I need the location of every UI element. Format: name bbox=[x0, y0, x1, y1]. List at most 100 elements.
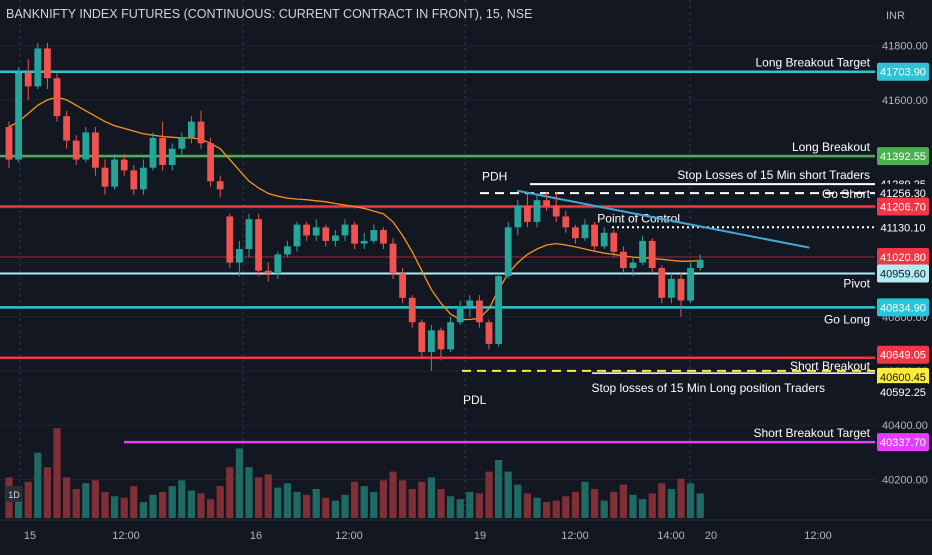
currency-label: INR bbox=[886, 10, 905, 22]
volume-bar bbox=[43, 467, 51, 518]
candle-body bbox=[63, 116, 70, 141]
volume-bar bbox=[331, 500, 339, 518]
candle bbox=[82, 127, 90, 163]
level-label-10: Short Breakout bbox=[790, 359, 871, 373]
candle-body bbox=[226, 216, 234, 263]
candle-body bbox=[303, 224, 310, 236]
volume-bar bbox=[15, 486, 23, 518]
price-tick-1: 41600.00 bbox=[882, 95, 928, 107]
candle-body bbox=[111, 159, 118, 187]
candle-body bbox=[72, 140, 80, 160]
candle bbox=[437, 327, 445, 361]
candle bbox=[245, 213, 253, 258]
candle bbox=[543, 192, 550, 212]
volume-bar bbox=[63, 477, 71, 518]
volume-bar bbox=[379, 480, 387, 518]
candle-body bbox=[639, 240, 646, 263]
time-tick-7: 20 bbox=[705, 530, 717, 542]
volume-bar bbox=[389, 471, 397, 518]
price-badge-10: 40600.45 bbox=[880, 372, 926, 384]
price-badge-5: 41130.10 bbox=[880, 222, 925, 234]
volume-bar bbox=[504, 471, 512, 518]
candle-body bbox=[34, 48, 42, 87]
price-badge-bg-10 bbox=[877, 367, 929, 386]
candle bbox=[255, 213, 262, 277]
candle-body bbox=[677, 278, 685, 301]
candle bbox=[322, 224, 330, 247]
annotation-pdl: PDL bbox=[463, 393, 487, 407]
volume-bar bbox=[187, 490, 195, 518]
candle-body bbox=[24, 72, 32, 87]
candle bbox=[495, 273, 502, 347]
candle-body bbox=[620, 251, 627, 268]
volume-bar bbox=[264, 474, 272, 518]
volume-bar bbox=[562, 496, 570, 518]
candle bbox=[24, 59, 32, 100]
volume-bar bbox=[139, 502, 147, 518]
price-badge-bg-8 bbox=[877, 298, 929, 317]
volume-bar bbox=[399, 480, 407, 518]
candle bbox=[226, 213, 234, 268]
candle bbox=[120, 154, 128, 176]
candle bbox=[572, 224, 579, 244]
volume-bar bbox=[591, 489, 599, 518]
volume-bar bbox=[418, 481, 426, 518]
volume-bar bbox=[485, 471, 493, 518]
volume-bar bbox=[667, 489, 675, 518]
candle bbox=[360, 232, 368, 250]
candle-body bbox=[418, 322, 426, 353]
level-label-1: Long Breakout bbox=[792, 140, 871, 154]
candle-body bbox=[552, 205, 560, 217]
candle bbox=[389, 238, 397, 279]
candle bbox=[53, 72, 61, 122]
candle-body bbox=[53, 78, 61, 117]
candle-body bbox=[15, 72, 22, 160]
volume-bar bbox=[24, 481, 32, 518]
candle bbox=[658, 265, 666, 304]
candle bbox=[159, 121, 166, 171]
candle bbox=[591, 221, 598, 252]
candle-body bbox=[572, 227, 579, 239]
price-badge-bg-11 bbox=[877, 383, 929, 402]
candle-body bbox=[447, 322, 454, 350]
volume-bar bbox=[543, 502, 551, 518]
candle-body bbox=[533, 200, 541, 222]
candle bbox=[332, 230, 339, 247]
candle bbox=[236, 240, 243, 277]
level-label-0: Long Breakout Target bbox=[755, 56, 870, 70]
volume-bar bbox=[197, 493, 205, 518]
volume-bar bbox=[639, 499, 647, 518]
volume-bar bbox=[120, 497, 128, 518]
volume-bar bbox=[658, 483, 666, 518]
candle-body bbox=[658, 268, 666, 298]
candle bbox=[639, 235, 646, 266]
price-badge-bg-1 bbox=[877, 147, 929, 166]
volume-bar bbox=[408, 489, 416, 518]
time-tick-2: 16 bbox=[250, 530, 262, 542]
candle bbox=[504, 221, 512, 279]
volume-bar bbox=[72, 489, 80, 518]
time-tick-1: 12:00 bbox=[112, 530, 140, 542]
candle bbox=[533, 194, 541, 228]
price-badge-bg-0 bbox=[877, 62, 929, 81]
price-badge-1: 41392.55 bbox=[880, 151, 926, 163]
candle bbox=[581, 219, 589, 241]
candle-body bbox=[600, 232, 608, 247]
candle-body bbox=[188, 121, 195, 138]
candle-body bbox=[293, 224, 301, 247]
candle bbox=[130, 164, 138, 195]
candle-body bbox=[207, 143, 214, 182]
candle-body bbox=[380, 230, 387, 244]
volume-bar bbox=[552, 500, 560, 518]
candle-body bbox=[197, 121, 205, 144]
candle-body bbox=[581, 224, 589, 239]
volume-bar bbox=[245, 467, 253, 518]
candle bbox=[207, 137, 214, 187]
volume-bar bbox=[456, 499, 464, 518]
volume-bar bbox=[696, 493, 704, 518]
price-badge-8: 40834.90 bbox=[880, 302, 926, 314]
volume-bar bbox=[610, 491, 618, 518]
candle-body bbox=[610, 232, 618, 252]
candle-body bbox=[149, 137, 157, 168]
